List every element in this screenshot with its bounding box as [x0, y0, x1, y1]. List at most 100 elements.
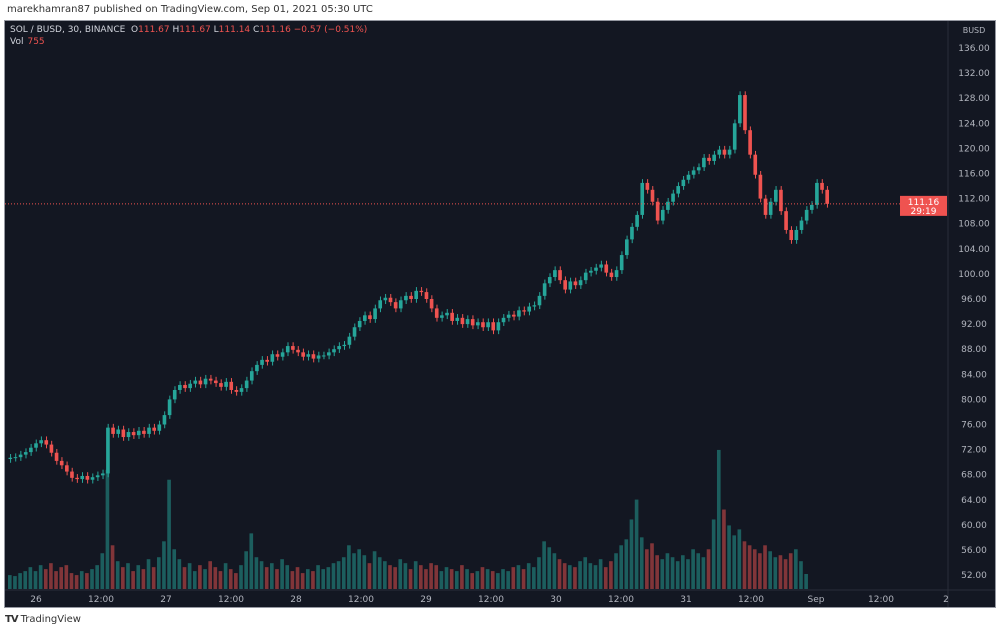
candle-body	[455, 317, 460, 321]
volume-label: Vol	[10, 37, 24, 47]
candle-body	[342, 344, 347, 347]
volume-bar	[259, 561, 264, 589]
candle-body	[522, 310, 526, 312]
volume-bar	[115, 561, 120, 589]
candle-body	[470, 319, 475, 326]
volume-bar	[516, 565, 521, 589]
volume-bar	[136, 565, 141, 589]
volume-bar	[85, 573, 89, 589]
candle-body	[280, 352, 285, 357]
candle-body	[594, 267, 598, 271]
volume-bar	[603, 567, 608, 589]
y-tick-label: 128.00	[958, 94, 990, 104]
volume-bar	[511, 567, 516, 589]
volume-bar	[249, 533, 254, 589]
candle-body	[712, 154, 716, 161]
candle-body	[496, 322, 501, 331]
candle-body	[809, 204, 814, 210]
volume-bar	[634, 499, 639, 589]
candle-body	[599, 264, 603, 268]
candle-body	[208, 378, 213, 381]
volume-bar	[316, 565, 320, 589]
volume-bar	[696, 553, 701, 589]
volume-bar	[285, 565, 290, 589]
volume-bar	[434, 565, 439, 589]
y-tick-label: 64.00	[961, 496, 987, 506]
symbol-label[interactable]: SOL / BUSD, 30, BINANCE	[10, 25, 126, 35]
y-tick-label: 120.00	[958, 144, 990, 154]
volume-bar	[521, 569, 526, 589]
candle-body	[398, 300, 403, 309]
candle-body	[517, 310, 521, 317]
volume-bar	[331, 563, 336, 589]
volume-bar	[64, 565, 69, 589]
volume-bar	[490, 571, 495, 589]
candle-body	[578, 280, 583, 286]
volume-bar	[629, 519, 634, 589]
volume-bar	[675, 561, 680, 589]
volume-bar	[156, 557, 161, 589]
candle-body	[373, 308, 377, 320]
candle-body	[291, 346, 295, 350]
candle-body	[244, 380, 249, 389]
volume-bar	[270, 563, 274, 589]
volume-bar	[799, 561, 803, 589]
volume-bar	[496, 573, 500, 589]
volume-bar	[716, 449, 721, 589]
volume-bar	[383, 561, 387, 589]
candle-body	[738, 95, 742, 124]
volume-bar	[794, 549, 798, 589]
candle-body	[465, 319, 470, 325]
candle-body	[748, 130, 752, 155]
volume-bar	[13, 576, 17, 589]
volume-bar	[727, 525, 731, 589]
volume-bar	[609, 561, 613, 589]
candle-body	[44, 440, 49, 445]
candle-body	[481, 322, 485, 328]
volume-bar	[49, 563, 53, 589]
candle-body	[779, 189, 783, 212]
volume-bar	[429, 563, 433, 589]
candle-body	[789, 229, 794, 241]
candle-body	[707, 157, 711, 161]
volume-bar	[711, 519, 716, 589]
volume-bar	[244, 551, 248, 589]
candle-body	[614, 270, 619, 278]
volume-bar	[131, 571, 135, 589]
candle-body	[311, 354, 316, 359]
candle-body	[429, 299, 434, 309]
candle-body	[214, 380, 218, 384]
candle-body	[59, 460, 64, 466]
candle-body	[609, 272, 614, 278]
candle-body	[368, 315, 372, 320]
candle-body	[676, 186, 681, 194]
candle-body	[100, 473, 105, 476]
candle-body	[147, 427, 151, 434]
candle-body	[136, 430, 141, 436]
x-tick-label: 12:00	[88, 595, 114, 605]
y-tick-label: 76.00	[961, 421, 987, 431]
candle-body	[285, 346, 290, 353]
volume-bar	[804, 574, 808, 589]
volume-bar	[670, 557, 675, 589]
y-tick-label: 52.00	[961, 571, 987, 581]
volume-bar	[778, 555, 783, 589]
candle-body	[660, 209, 665, 221]
candle-body	[126, 432, 131, 438]
candle-body	[378, 300, 383, 309]
volume-bar	[95, 565, 99, 589]
volume-bar	[321, 569, 326, 589]
volume-bar	[542, 541, 546, 589]
candle-body	[583, 272, 588, 281]
candle-body	[219, 383, 223, 387]
volume-bar	[357, 549, 361, 589]
volume-bar	[100, 553, 105, 589]
close-value: 111.16	[259, 25, 291, 35]
candle-body	[260, 359, 264, 365]
volume-bar	[444, 567, 449, 589]
candle-body	[18, 454, 23, 458]
candle-body	[95, 475, 100, 478]
volume-bar	[732, 535, 737, 589]
volume-bar	[234, 573, 238, 589]
